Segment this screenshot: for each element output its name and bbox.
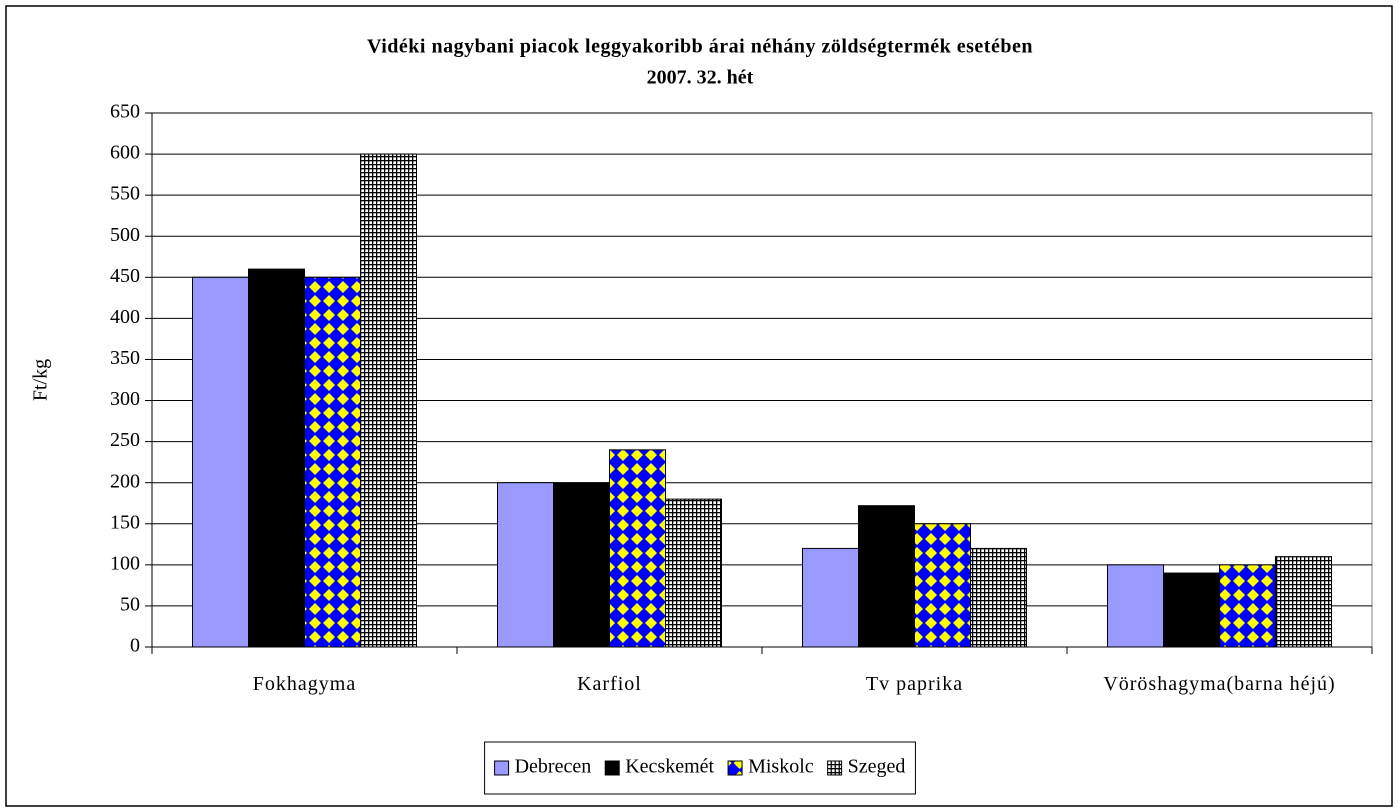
legend-label: Szeged [848,756,906,778]
legend-label: Kecskemét [625,756,714,778]
x-tick-label: Tv paprika [865,673,964,695]
bar [1163,572,1220,648]
bar [192,276,249,648]
y-tick-label: 200 [110,470,140,492]
x-label-box: Karfiol [577,673,642,695]
legend-label: Debrecen [515,756,592,778]
bar [665,498,722,648]
bar [497,482,554,648]
y-tick-label: 550 [110,183,140,205]
y-tick-label: 250 [110,429,140,451]
y-tick-label: 350 [110,347,140,369]
x-tick-label: Karfiol [577,673,642,695]
bar [1275,556,1332,648]
legend-box [484,741,916,795]
x-label-box: Tv paprika [865,673,964,695]
x-tick-label: Fokhagyma [252,673,357,695]
y-tick-label: 300 [110,388,140,410]
x-label-box: Vöröshagyma(barna héjú) [1103,673,1336,695]
bar [360,153,417,648]
legend-label: Miskolc [748,756,814,778]
y-tick-label: 100 [110,552,140,574]
chart-subtitle: 2007. 32. hét [647,67,754,89]
y-tick-label: 0 [130,635,140,657]
legend-swatch [494,760,510,776]
bar [553,482,610,648]
bar [248,268,305,648]
y-tick-label: 500 [110,224,140,246]
y-tick-label: 400 [110,306,140,328]
y-tick-label: 650 [110,101,140,123]
bar [304,276,361,648]
legend-swatch [604,760,620,776]
y-tick-label: 150 [110,511,140,533]
x-label-box: Fokhagyma [252,673,357,695]
y-tick-label: 600 [110,142,140,164]
bar [609,449,666,648]
y-tick-label: 450 [110,265,140,287]
bar [914,523,971,648]
bar [970,547,1027,648]
legend-swatch [827,760,843,776]
y-axis-label: Ft/kg [30,359,52,401]
x-tick-label: Vöröshagyma(barna héjú) [1103,673,1336,695]
chart-title: Vidéki nagybani piacok leggyakoribb árai… [367,36,1033,58]
legend-swatch [727,760,743,776]
bar [858,505,915,648]
bar [1107,564,1164,648]
y-tick-label: 50 [120,594,140,616]
bar [1219,564,1276,648]
bar [802,547,859,648]
legend: Debrecen Kecskemét Miskolc Szeged [484,741,916,795]
